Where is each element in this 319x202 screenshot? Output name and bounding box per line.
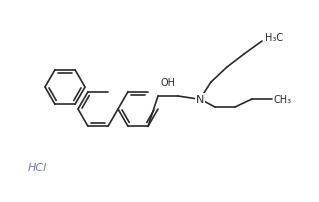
Text: CH₃: CH₃: [274, 95, 292, 104]
Text: H₃C: H₃C: [265, 33, 283, 43]
Text: HCl: HCl: [28, 162, 47, 172]
Text: OH: OH: [160, 78, 175, 87]
Text: N: N: [196, 95, 204, 104]
